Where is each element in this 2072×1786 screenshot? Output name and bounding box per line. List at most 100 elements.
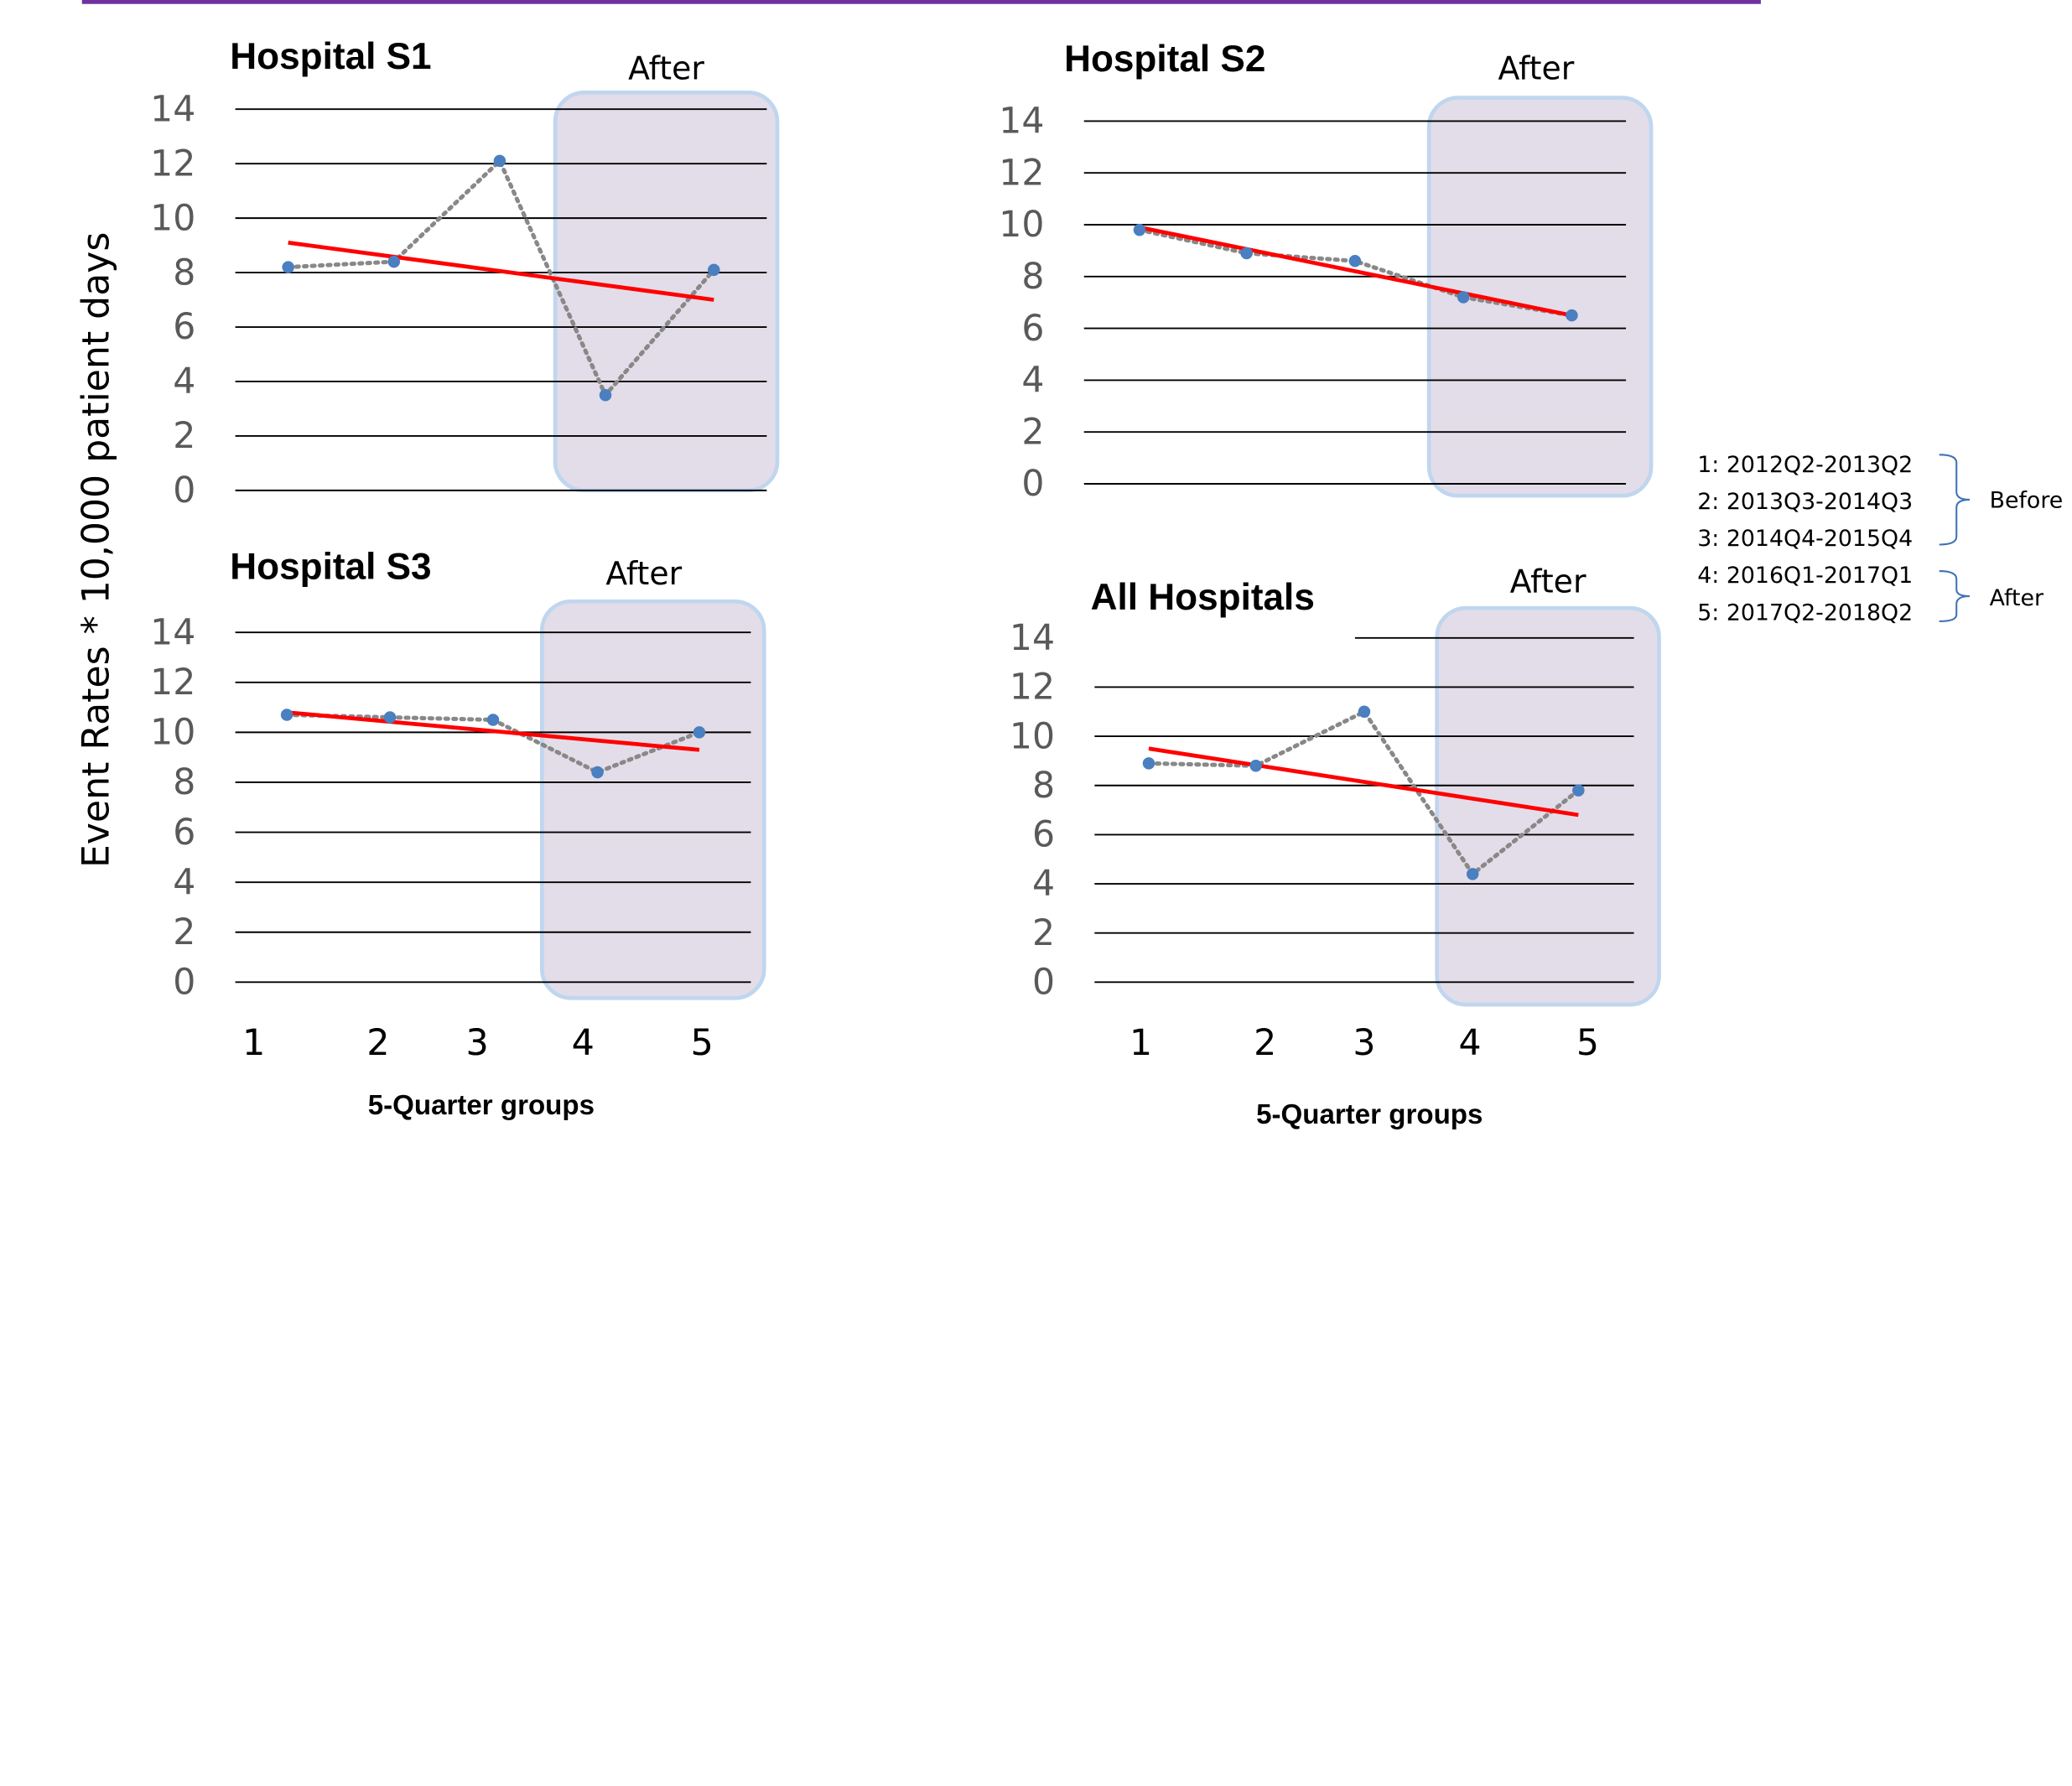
y-tick-label: 2: [1032, 912, 1055, 954]
before-label: Before: [1990, 487, 2064, 513]
chart-panel-2: Hospital S2 After 0 2 4 6 8 10 12 14: [999, 39, 1654, 505]
y-tick-label: 14: [150, 88, 195, 130]
y-tick-label: 0: [173, 962, 195, 1004]
data-point: [1348, 255, 1362, 267]
period-legend: 1: 2012Q2-2013Q2 2: 2013Q3-2014Q3 3: 201…: [1697, 452, 2063, 626]
y-tick-label: 12: [150, 143, 195, 184]
data-point: [280, 709, 293, 721]
after-period-box: [540, 599, 766, 1000]
trend-line: [288, 241, 714, 302]
data-point: [1133, 223, 1146, 236]
data-point: [1457, 291, 1470, 304]
chart-title: All Hospitals: [1091, 577, 1315, 618]
data-point: [1142, 757, 1155, 770]
y-tick-label: 2: [173, 415, 195, 457]
x-tick-label: 4: [1459, 1022, 1482, 1064]
x-tick-label: 1: [1129, 1022, 1152, 1064]
y-tick-label: 0: [173, 470, 195, 511]
y-tick-label: 2: [1021, 411, 1044, 453]
y-tick-label: 8: [1021, 256, 1044, 298]
chart-title: Hospital S2: [1064, 39, 1265, 80]
y-tick-label: 10: [1010, 715, 1055, 757]
after-period-label: After: [1498, 50, 1574, 87]
data-point: [282, 261, 294, 273]
after-period-label: After: [628, 50, 704, 87]
chart-title: Hospital S3: [230, 547, 431, 588]
after-label: After: [1990, 585, 2044, 611]
data-point: [591, 766, 604, 779]
x-tick-label: 5: [691, 1022, 714, 1064]
x-tick-label: 4: [572, 1022, 595, 1064]
y-tick-label: 4: [173, 861, 195, 903]
y-tick-label: 8: [173, 252, 195, 293]
data-point: [1249, 760, 1262, 772]
y-tick-label: 6: [173, 306, 195, 348]
y-tick-label: 10: [999, 204, 1044, 246]
legend-item-5: 5: 2017Q2-2018Q2: [1697, 600, 1913, 626]
data-point: [493, 154, 506, 168]
data-point: [599, 388, 612, 402]
data-point: [693, 726, 706, 739]
x-tick-label: 4: [572, 1022, 595, 1064]
x-axis-label-left: 5-Quarter groups: [368, 1090, 595, 1121]
after-period-box: [1435, 605, 1661, 1007]
y-tick-label: 6: [1032, 814, 1055, 856]
y-axis-label: Event Rates * 10,000 patient days: [75, 232, 117, 868]
y-tick-label: 8: [1032, 765, 1055, 807]
chart-title: Hospital S1: [230, 36, 431, 77]
after-period-box: [1426, 96, 1654, 498]
legend-item-1: 1: 2012Q2-2013Q2: [1697, 452, 1913, 478]
y-tick-label: 6: [1021, 308, 1044, 350]
after-period-label: After: [605, 555, 682, 592]
data-point: [1572, 784, 1585, 797]
y-tick-label: 14: [1010, 617, 1055, 659]
x-tick-label: 2: [366, 1022, 389, 1064]
y-tick-label: 4: [1021, 360, 1044, 402]
trend-line: [1148, 746, 1579, 818]
x-tick-label: 2: [1254, 1022, 1276, 1064]
legend-item-4: 4: 2016Q1-2017Q1: [1697, 563, 1913, 589]
data-point: [1240, 247, 1253, 260]
y-tick-label: 4: [1032, 863, 1055, 905]
y-tick-label: 10: [150, 197, 195, 239]
legend-item-2: 2: 2013Q3-2014Q3: [1697, 489, 1913, 515]
x-tick-label: 3: [466, 1022, 489, 1064]
data-point: [1566, 309, 1578, 322]
data-point: [486, 714, 500, 726]
y-tick-label: 4: [173, 361, 195, 402]
x-tick-label: 1: [242, 1022, 265, 1064]
data-point: [1466, 868, 1479, 880]
x-tick-label: 3: [1353, 1022, 1375, 1064]
data-point: [708, 263, 720, 277]
y-tick-label: 10: [150, 712, 195, 754]
y-tick-label: 12: [1010, 667, 1055, 709]
y-tick-label: 2: [173, 911, 195, 953]
y-tick-label: 0: [1032, 962, 1055, 1004]
x-tick-label: 1: [242, 1022, 265, 1064]
x-tick-label: 5: [691, 1022, 714, 1064]
after-period-label: After: [1510, 563, 1586, 600]
x-axis-label-right: 5-Quarter groups: [1256, 1099, 1483, 1130]
y-tick-label: 12: [150, 662, 195, 703]
data-point: [1358, 705, 1371, 719]
figure-canvas: Event Rates * 10,000 patient days 5-Quar…: [75, 0, 2063, 1130]
trend-line: [1139, 225, 1572, 318]
y-tick-label: 14: [150, 611, 195, 653]
before-brace: [1939, 454, 1970, 546]
trend-line: [286, 710, 700, 752]
legend-item-3: 3: 2014Q4-2015Q4: [1697, 526, 1913, 552]
y-tick-label: 14: [999, 101, 1044, 143]
x-tick-label: 2: [366, 1022, 389, 1064]
y-tick-label: 6: [173, 812, 195, 854]
header-bar: [81, 0, 1761, 4]
y-tick-label: 0: [1021, 463, 1044, 505]
data-point: [387, 255, 401, 268]
y-tick-label: 12: [999, 152, 1044, 194]
x-tick-label: 3: [466, 1022, 489, 1064]
data-point: [383, 711, 397, 724]
